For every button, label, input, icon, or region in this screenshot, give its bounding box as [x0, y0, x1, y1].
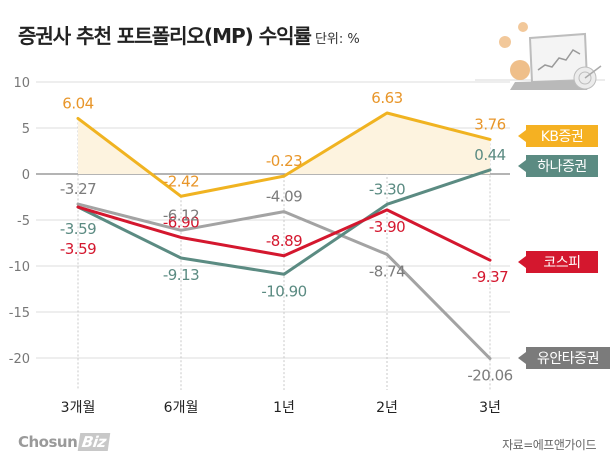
- series-line-3: [76, 202, 492, 361]
- data-label: -3.59: [60, 220, 96, 238]
- data-label: 3.76: [474, 115, 505, 133]
- data-label: -3.30: [369, 180, 405, 198]
- y-tick-label: 0: [22, 168, 30, 183]
- logo-text: Chosun: [18, 433, 78, 451]
- data-label: -9.37: [472, 268, 508, 286]
- data-label: -4.09: [266, 188, 302, 206]
- data-label: 6.63: [371, 89, 402, 107]
- data-label: -8.74: [369, 262, 405, 280]
- laptop-chart-illustration: [475, 22, 605, 90]
- y-tick-label: -20: [9, 352, 30, 367]
- y-tick-label: -10: [9, 260, 30, 275]
- chart-title: 증권사 추천 포트폴리오(MP) 수익률 단위: %: [18, 20, 360, 49]
- data-label: -3.90: [369, 218, 405, 236]
- data-label: -3.59: [60, 240, 96, 258]
- data-label: 0.44: [474, 146, 505, 164]
- data-label: -2.42: [163, 172, 199, 190]
- data-label: -8.89: [266, 232, 302, 250]
- legend-tag-2: [518, 251, 598, 273]
- legend-tag-label: 하나증권: [537, 159, 587, 175]
- legend-tag-1: [518, 155, 598, 177]
- data-label: -6.90: [163, 213, 199, 231]
- kb-positive-area: [78, 113, 490, 174]
- y-tick-label: -15: [9, 306, 30, 321]
- legend-tag-3: [518, 347, 610, 369]
- data-label: -3.27: [60, 180, 96, 198]
- data-label: 6.04: [62, 94, 93, 112]
- data-label: -6.12: [163, 206, 199, 224]
- series-line-0: [76, 111, 492, 198]
- chosunbiz-logo: Chosun Biz: [18, 433, 111, 451]
- x-tick-label: 3개월: [61, 400, 96, 416]
- x-tick-label: 3년: [479, 400, 501, 416]
- unit-label: 단위: %: [314, 32, 360, 47]
- logo-badge: Biz: [78, 433, 111, 451]
- chart-title-text: 증권사 추천 포트폴리오(MP) 수익률: [18, 24, 312, 48]
- y-tick-label: -5: [17, 214, 30, 229]
- data-label: -9.13: [163, 266, 199, 284]
- series-line-1: [76, 168, 492, 276]
- legend-tag-0: [518, 125, 598, 147]
- y-tick-label: 5: [22, 122, 30, 137]
- data-source: 자료=에프앤가이드: [502, 438, 596, 452]
- legend-tag-label: KB증권: [541, 129, 584, 145]
- legend-tag-label: 코스피: [543, 255, 580, 271]
- legend-tag-label: 유안타증권: [537, 351, 599, 367]
- x-tick-label: 1년: [273, 400, 295, 416]
- data-label: -10.90: [261, 282, 306, 300]
- series-line-2: [76, 205, 492, 262]
- data-label: -20.06: [467, 367, 512, 385]
- x-tick-label: 6개월: [164, 400, 199, 416]
- x-tick-label: 2년: [376, 400, 398, 416]
- y-tick-label: 10: [13, 76, 30, 91]
- data-label: -0.23: [266, 152, 302, 170]
